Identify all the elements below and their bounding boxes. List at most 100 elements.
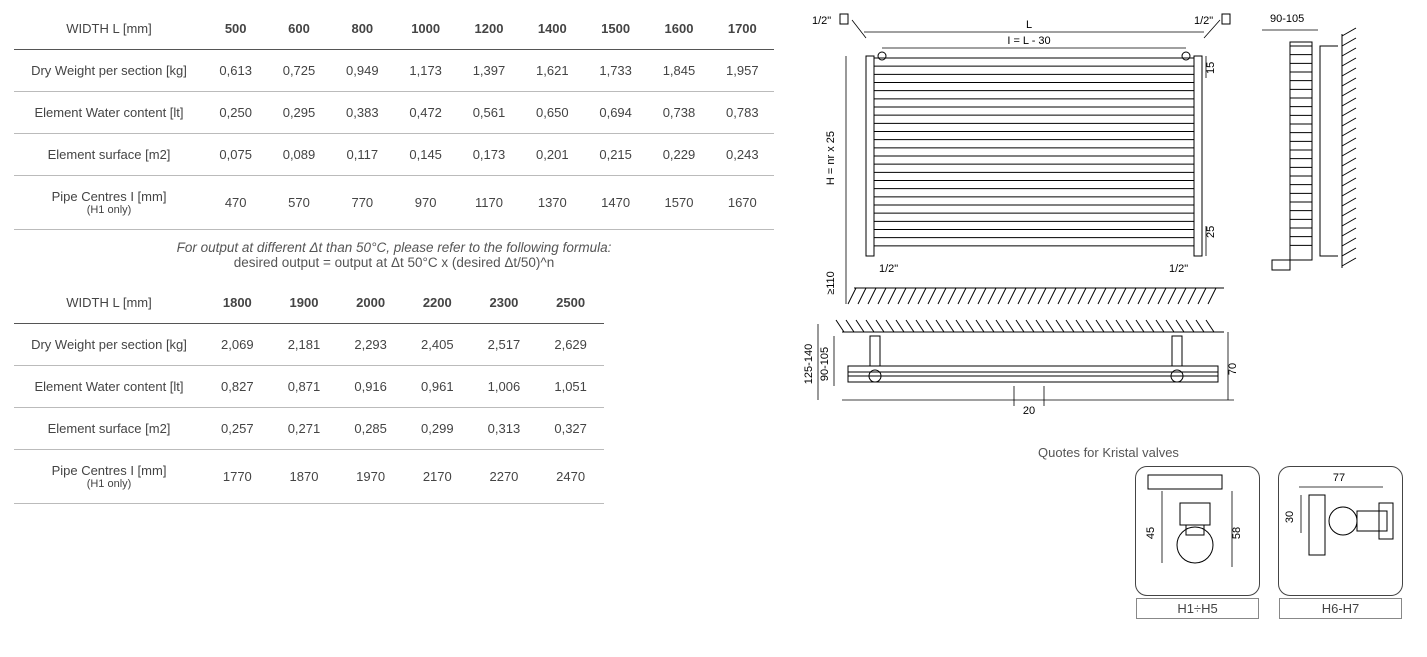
cell-value: 0,243: [711, 134, 774, 176]
svg-text:20: 20: [1023, 405, 1035, 417]
cell-value: 1870: [271, 450, 338, 504]
cell-value: 0,145: [394, 134, 457, 176]
formula-line1: For output at different Δt than 50°C, pl…: [14, 240, 774, 255]
cell-value: 470: [204, 176, 267, 230]
cell-value: 0,383: [331, 92, 394, 134]
cell-value: 1,733: [584, 50, 647, 92]
valve-h6-h7: 77 30 H6-H7: [1278, 466, 1403, 596]
cell-value: 2,181: [271, 324, 338, 366]
valve-h1-h5: 45 58 H1÷H5: [1135, 466, 1260, 596]
row-label: Element surface [m2]: [14, 408, 204, 450]
cell-value: 0,827: [204, 366, 271, 408]
svg-text:1/2": 1/2": [1194, 15, 1213, 27]
cell-value: 2,629: [537, 324, 604, 366]
svg-text:≥110: ≥110: [825, 271, 837, 295]
valve-label: H6-H7: [1279, 598, 1402, 619]
svg-text:1/2": 1/2": [1169, 263, 1188, 275]
cell-value: 770: [331, 176, 394, 230]
cell-value: 0,299: [404, 408, 471, 450]
cell-value: 0,117: [331, 134, 394, 176]
cell-value: 0,613: [204, 50, 267, 92]
cell-value: 0,327: [537, 408, 604, 450]
cell-value: 0,075: [204, 134, 267, 176]
cell-value: 1,051: [537, 366, 604, 408]
formula-note: For output at different Δt than 50°C, pl…: [14, 240, 774, 270]
svg-text:1/2": 1/2": [812, 15, 831, 27]
formula-line2: desired output = output at Δt 50°C x (de…: [14, 255, 774, 270]
cell-value: 1,957: [711, 50, 774, 92]
cell-value: 2170: [404, 450, 471, 504]
cell-value: 0,295: [267, 92, 330, 134]
cell-value: 0,313: [471, 408, 538, 450]
cell-value: 0,229: [647, 134, 710, 176]
row-label: Pipe Centres I [mm](H1 only): [14, 176, 204, 230]
svg-text:I = L - 30: I = L - 30: [1007, 35, 1050, 47]
cell-value: 0,173: [457, 134, 520, 176]
front-view-diagram: 1/2" 1/2" L I = L - 30: [804, 8, 1224, 308]
row-label: Dry Weight per section [kg]: [14, 50, 204, 92]
cell-value: 0,694: [584, 92, 647, 134]
cell-value: 970: [394, 176, 457, 230]
row-label: Dry Weight per section [kg]: [14, 324, 204, 366]
cell-value: 0,089: [267, 134, 330, 176]
svg-text:70: 70: [1227, 363, 1239, 375]
cell-value: 0,257: [204, 408, 271, 450]
cell-value: 570: [267, 176, 330, 230]
svg-text:45: 45: [1145, 527, 1157, 539]
specs-tables: WIDTH L [mm] 500 600 800 1000 1200 1400 …: [14, 8, 774, 596]
row-label: Pipe Centres I [mm](H1 only): [14, 450, 204, 504]
svg-text:90-105: 90-105: [1270, 13, 1304, 25]
cell-value: 0,725: [267, 50, 330, 92]
plan-view-diagram: 125-140 90-105 20 70: [804, 314, 1234, 424]
svg-text:L: L: [1026, 19, 1032, 31]
cell-value: 1570: [647, 176, 710, 230]
cell-value: 0,650: [521, 92, 584, 134]
cell-value: 2470: [537, 450, 604, 504]
cell-value: 2,069: [204, 324, 271, 366]
header-label: WIDTH L [mm]: [14, 8, 204, 50]
cell-value: 1,173: [394, 50, 457, 92]
cell-value: 0,271: [271, 408, 338, 450]
cell-value: 1170: [457, 176, 520, 230]
cell-value: 1,397: [457, 50, 520, 92]
svg-text:15: 15: [1205, 62, 1217, 74]
cell-value: 1470: [584, 176, 647, 230]
cell-value: 0,201: [521, 134, 584, 176]
cell-value: 0,949: [331, 50, 394, 92]
valve-label: H1÷H5: [1136, 598, 1259, 619]
cell-value: 1970: [337, 450, 404, 504]
cell-value: 0,472: [394, 92, 457, 134]
cell-value: 2270: [471, 450, 538, 504]
cell-value: 0,285: [337, 408, 404, 450]
svg-text:90-105: 90-105: [819, 347, 831, 381]
cell-value: 1,621: [521, 50, 584, 92]
cell-value: 1670: [711, 176, 774, 230]
cell-value: 2,517: [471, 324, 538, 366]
spec-table-1: WIDTH L [mm] 500 600 800 1000 1200 1400 …: [14, 8, 774, 230]
row-label: Element surface [m2]: [14, 134, 204, 176]
svg-text:58: 58: [1231, 527, 1243, 539]
svg-text:1/2": 1/2": [879, 263, 898, 275]
row-label: Element Water content [lt]: [14, 366, 204, 408]
cell-value: 0,916: [337, 366, 404, 408]
svg-text:77: 77: [1333, 472, 1345, 484]
row-label: Element Water content [lt]: [14, 92, 204, 134]
cell-value: 0,561: [457, 92, 520, 134]
svg-text:125-140: 125-140: [803, 344, 815, 384]
svg-text:25: 25: [1205, 226, 1217, 238]
spec-table-2: WIDTH L [mm] 1800 1900 2000 2200 2300 25…: [14, 282, 604, 504]
svg-text:H = nr x 25: H = nr x 25: [825, 131, 837, 185]
technical-diagrams: 1/2" 1/2" L I = L - 30: [804, 8, 1413, 596]
cell-value: 2,405: [404, 324, 471, 366]
cell-value: 0,250: [204, 92, 267, 134]
cell-value: 1,006: [471, 366, 538, 408]
cell-value: 0,871: [271, 366, 338, 408]
svg-text:30: 30: [1284, 511, 1296, 523]
cell-value: 0,738: [647, 92, 710, 134]
cell-value: 2,293: [337, 324, 404, 366]
cell-value: 1770: [204, 450, 271, 504]
cell-value: 1370: [521, 176, 584, 230]
valves-title: Quotes for Kristal valves: [804, 445, 1413, 460]
cell-value: 0,783: [711, 92, 774, 134]
cell-value: 1,845: [647, 50, 710, 92]
